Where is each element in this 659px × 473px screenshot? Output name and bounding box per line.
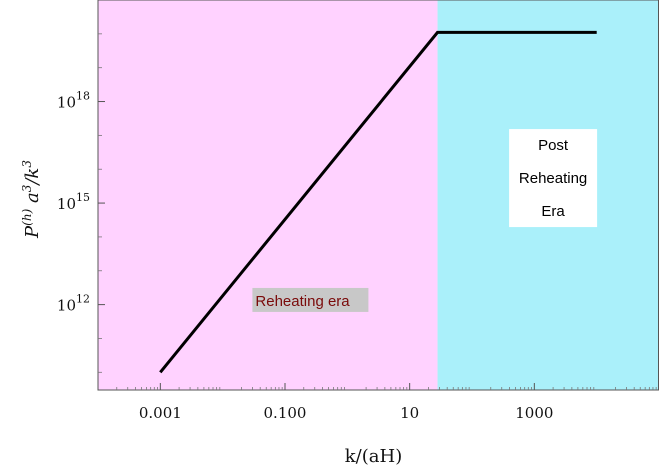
y-axis-label-mid: a	[22, 192, 43, 208]
x-tick-label: 1000	[515, 404, 553, 422]
y-axis-label-slash: /k	[22, 168, 43, 187]
reheating-era-label: Reheating era	[255, 293, 350, 310]
y-tick-label: 1015	[57, 191, 90, 213]
y-axis-label-sup2: 3	[20, 184, 34, 192]
post-reheating-label-line: Reheating	[519, 170, 587, 187]
post-reheating-label-bg	[509, 129, 598, 228]
y-axis-label-sup3: 3	[20, 160, 34, 168]
reheating-era-label-bg	[252, 287, 369, 312]
x-axis-label: k/(aH)	[345, 446, 402, 467]
region-reheating	[98, 0, 438, 390]
x-tick-label: 0.100	[264, 404, 307, 422]
post-reheating-label-line: Era	[541, 203, 565, 220]
y-axis-label-sup1: (h)	[20, 208, 34, 225]
y-tick-label: 1018	[57, 90, 90, 112]
y-axis-label: P(h) a3/k3	[20, 160, 43, 239]
x-tick-label: 0.001	[139, 404, 182, 422]
y-tick-label: 1012	[57, 293, 90, 315]
post-reheating-label-line: Post	[538, 137, 569, 154]
y-axis-label-base: P	[22, 225, 43, 239]
series-line	[159, 30, 597, 374]
x-tick-label: 10	[400, 404, 419, 422]
